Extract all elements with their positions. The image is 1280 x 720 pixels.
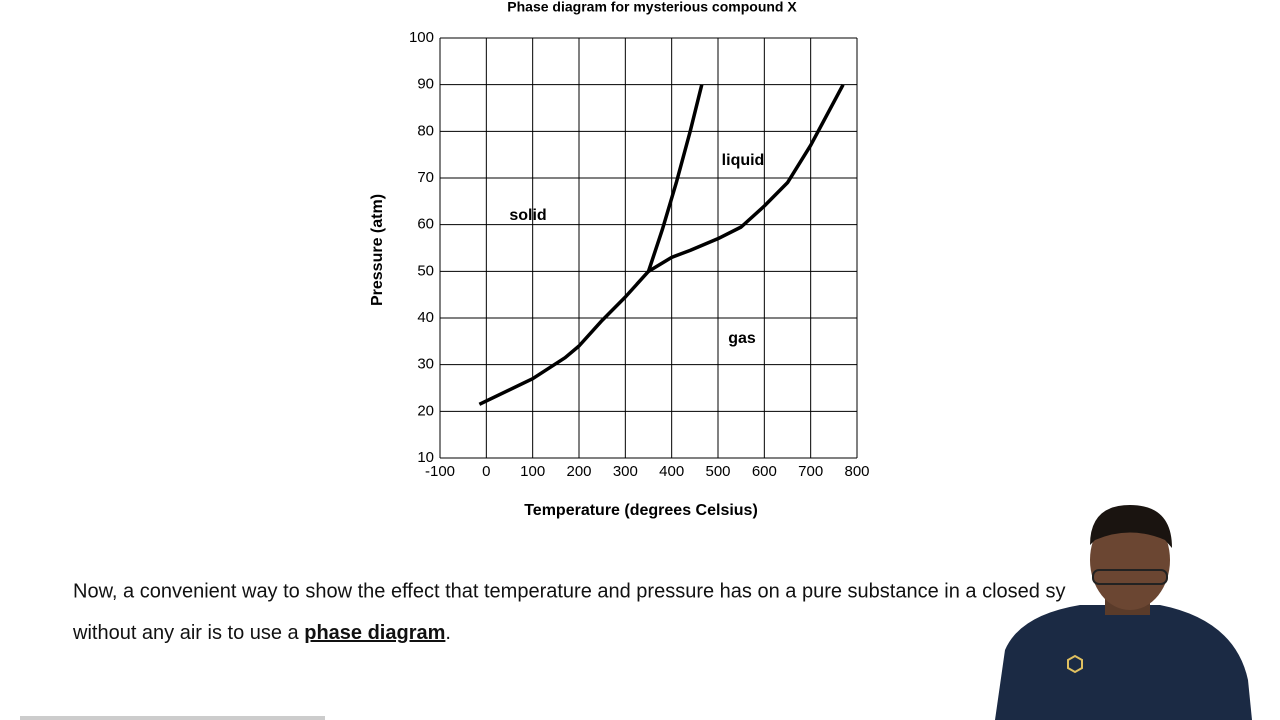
x-tick-label: 400	[659, 463, 684, 480]
y-tick-label: 30	[417, 356, 434, 373]
x-tick-label: 700	[798, 463, 823, 480]
caption-term: phase diagram	[304, 622, 445, 644]
caption-text: without any air is to use a	[72, 622, 304, 644]
region-label: solid	[509, 207, 546, 224]
y-tick-label: 80	[417, 122, 434, 139]
x-tick-label: 0	[482, 463, 490, 480]
chart-title: Phase diagram for mysterious compound X	[507, 0, 797, 15]
progress-bar	[20, 716, 325, 720]
x-tick-label: 500	[705, 463, 730, 480]
presenter	[995, 505, 1252, 720]
x-tick-label: 100	[520, 463, 545, 480]
y-tick-label: 70	[417, 169, 434, 186]
x-tick-label: 200	[566, 463, 591, 480]
y-tick-label: 60	[417, 216, 434, 233]
caption-line: Now, a convenient way to show the effect…	[73, 580, 1065, 602]
region-label: gas	[728, 330, 756, 347]
region-label: liquid	[722, 152, 765, 169]
caption-line: without any air is to use a phase diagra…	[72, 622, 451, 644]
x-tick-label: 800	[844, 463, 869, 480]
y-tick-label: 100	[409, 29, 434, 46]
phase-boundary	[646, 84, 704, 272]
caption-text: .	[445, 622, 451, 644]
x-tick-label: 600	[752, 463, 777, 480]
y-tick-label: 10	[417, 449, 434, 466]
x-axis-label: Temperature (degrees Celsius)	[524, 502, 758, 519]
phase-boundary	[478, 270, 650, 406]
x-tick-label: 300	[613, 463, 638, 480]
phase-boundary	[647, 83, 845, 273]
x-tick-label: -100	[425, 463, 455, 480]
y-tick-label: 90	[417, 76, 434, 93]
y-tick-label: 40	[417, 309, 434, 326]
y-axis-label: Pressure (atm)	[369, 194, 386, 306]
y-tick-label: 20	[417, 402, 434, 419]
y-tick-label: 50	[417, 262, 434, 279]
